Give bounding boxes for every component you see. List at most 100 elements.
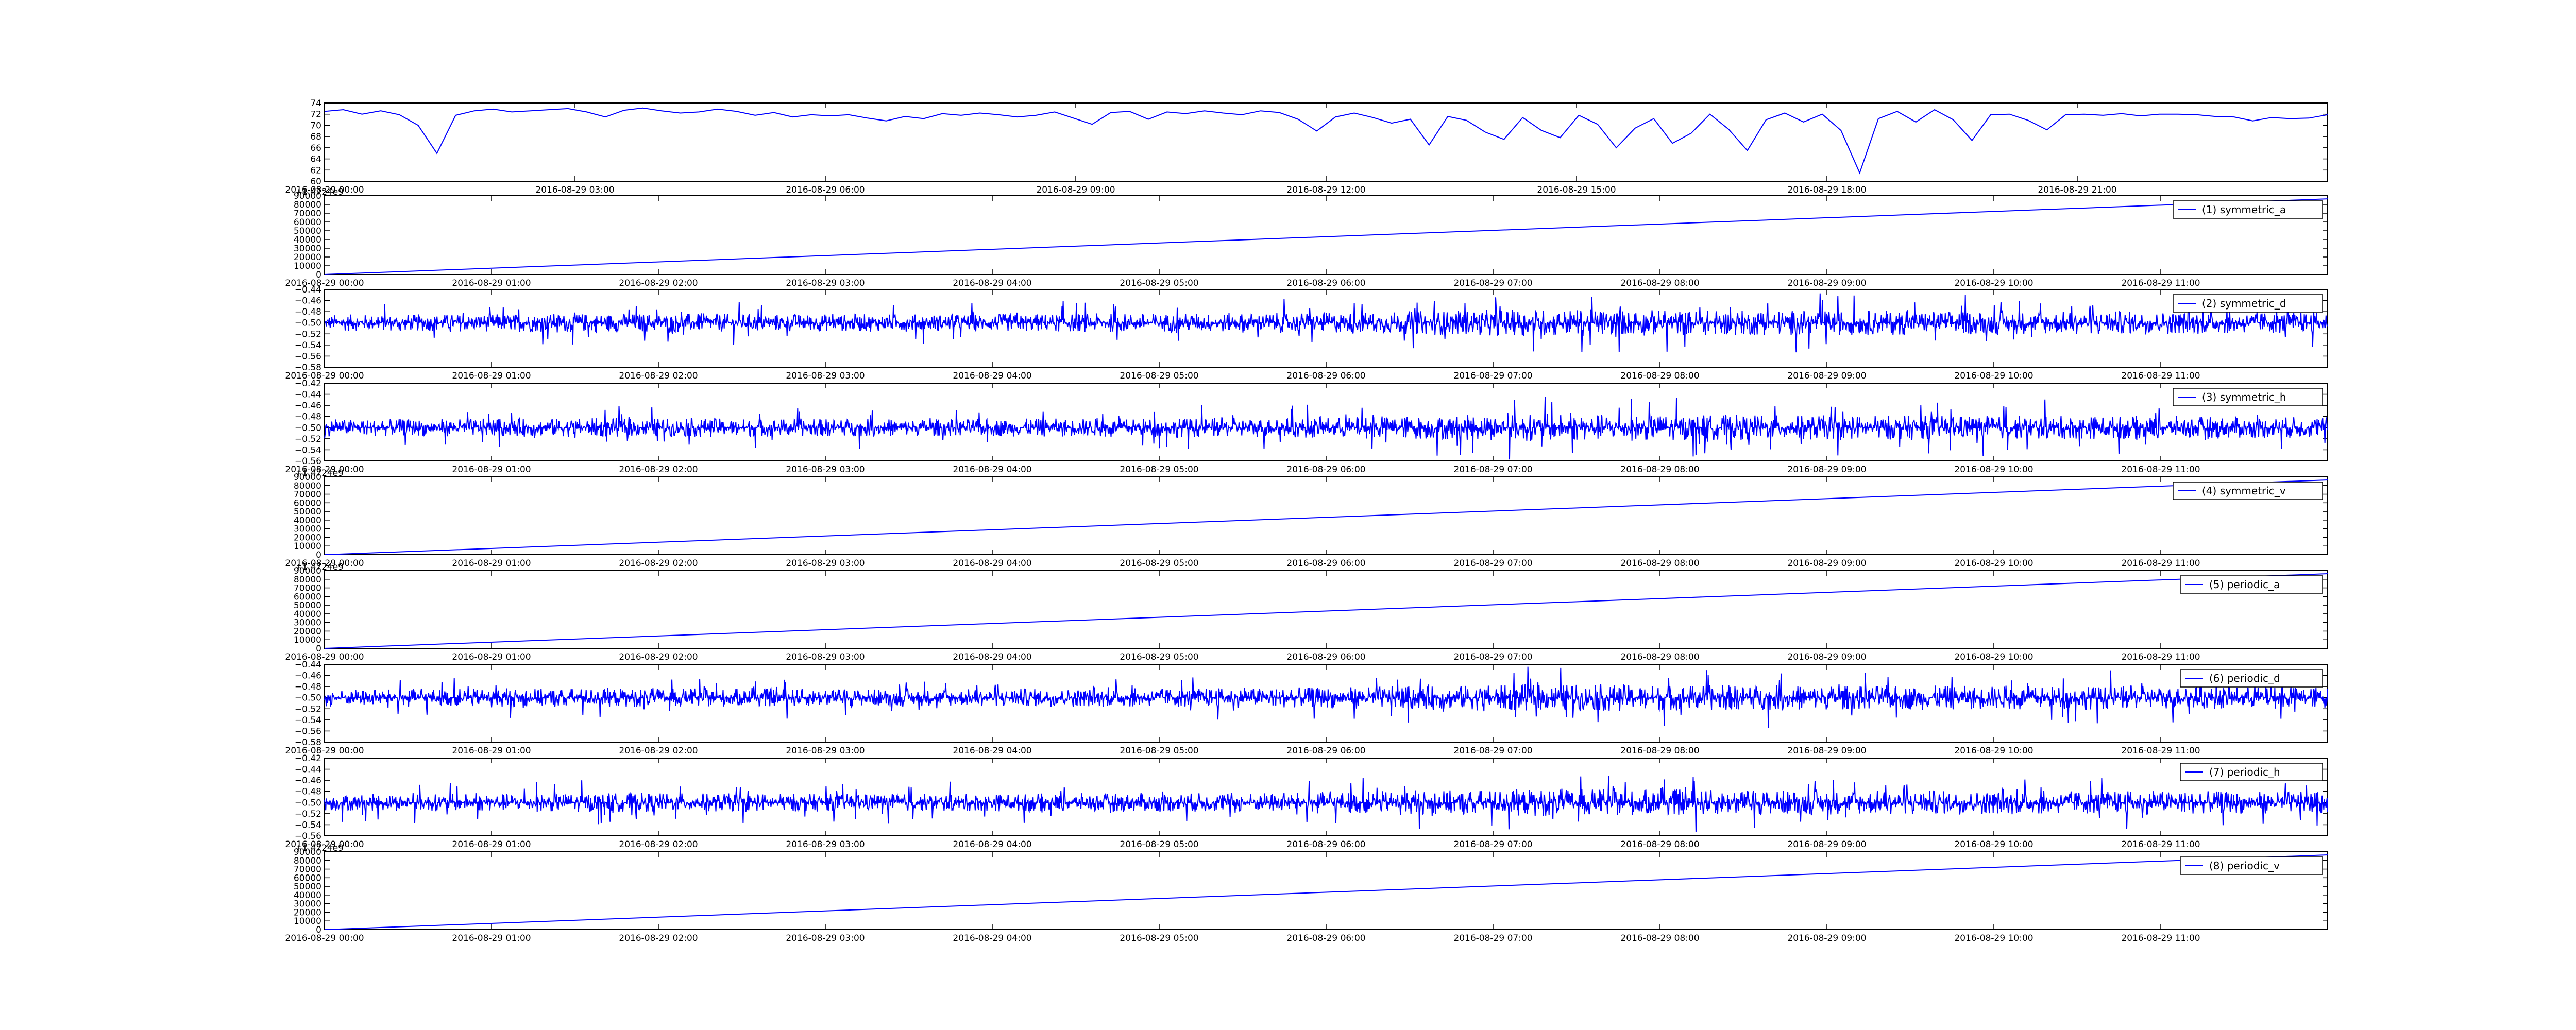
x-tick-label: 2016-08-29 05:00 [1120,839,1198,850]
y-tick-label: 40000 [294,516,321,526]
x-tick-label: 2016-08-29 06:00 [786,185,865,195]
y-tick-label: −0.56 [295,831,321,842]
x-tick-label: 2016-08-29 03:00 [535,185,614,195]
x-tick-label: 2016-08-29 05:00 [1120,558,1198,569]
x-tick-label: 2016-08-29 02:00 [619,652,698,662]
legend-label: (7) periodic_h [2209,766,2280,778]
y-tick-label: 0 [316,550,321,560]
x-tick-label: 2016-08-29 03:00 [786,839,865,850]
y-tick-label: 10000 [294,541,321,552]
x-tick-label: 2016-08-29 11:00 [2121,278,2200,288]
x-tick-label: 2016-08-29 06:00 [1286,465,1365,475]
y-tick-label: −0.44 [295,765,321,775]
series-line [324,293,2328,353]
y-offset-label: +1.4724e9 [295,562,344,572]
x-tick-label: 2016-08-29 07:00 [1453,371,1532,381]
legend-box [2180,669,2323,688]
y-tick-label: 72 [310,110,321,120]
y-tick-label: −0.48 [295,787,321,797]
y-tick-label: −0.46 [295,296,321,306]
x-tick-label: 2016-08-29 08:00 [1620,933,1699,943]
x-tick-label: 2016-08-29 01:00 [452,278,531,288]
y-tick-label: 20000 [294,533,321,543]
x-tick-label: 2016-08-29 08:00 [1620,746,1699,756]
x-tick-label: 2016-08-29 04:00 [953,839,1031,850]
x-tick-label: 2016-08-29 00:00 [285,933,364,943]
y-tick-label: 70 [310,121,321,131]
x-tick-label: 2016-08-29 08:00 [1620,278,1699,288]
legend-label: (8) periodic_v [2209,860,2280,872]
x-tick-label: 2016-08-29 10:00 [1954,746,2033,756]
x-tick-label: 2016-08-29 00:00 [285,839,364,850]
x-tick-label: 2016-08-29 05:00 [1120,746,1198,756]
y-offset-label: +1.4724e9 [295,468,344,478]
x-tick-label: 2016-08-29 11:00 [2121,652,2200,662]
x-tick-label: 2016-08-29 04:00 [953,371,1031,381]
x-tick-label: 2016-08-29 11:00 [2121,933,2200,943]
y-tick-label: −0.54 [295,445,321,455]
y-tick-label: 68 [310,132,321,142]
y-tick-label: 40000 [294,890,321,901]
y-tick-label: 10000 [294,261,321,271]
x-tick-label: 2016-08-29 09:00 [1787,746,1866,756]
y-tick-label: 60000 [294,498,321,508]
y-tick-label: 64 [310,154,321,165]
x-tick-label: 2016-08-29 10:00 [1954,652,2033,662]
x-tick-label: 2016-08-29 01:00 [452,839,531,850]
x-tick-label: 2016-08-29 06:00 [1286,652,1365,662]
x-tick-label: 2016-08-29 05:00 [1120,465,1198,475]
x-tick-label: 2016-08-29 09:00 [1787,652,1866,662]
y-tick-label: 90000 [294,847,321,857]
x-tick-label: 2016-08-29 00:00 [285,652,364,662]
legend-label: (3) symmetric_h [2202,391,2286,403]
x-tick-label: 2016-08-29 09:00 [1787,839,1866,850]
y-tick-label: 80000 [294,481,321,491]
y-tick-label: 80000 [294,200,321,210]
x-tick-label: 2016-08-29 09:00 [1787,933,1866,943]
y-tick-label: −0.52 [295,809,321,819]
legend-label: (5) periodic_a [2209,578,2280,591]
legend-box [2180,856,2323,875]
x-tick-label: 2016-08-29 11:00 [2121,558,2200,569]
legend-box [2173,294,2323,313]
x-tick-label: 2016-08-29 02:00 [619,371,698,381]
y-tick-label: −0.46 [295,776,321,786]
x-tick-label: 2016-08-29 11:00 [2121,839,2200,850]
y-tick-label: −0.50 [295,423,321,433]
y-tick-label: 0 [316,925,321,935]
x-tick-label: 2016-08-29 11:00 [2121,371,2200,381]
x-tick-label: 2016-08-29 07:00 [1453,652,1532,662]
y-tick-label: −0.42 [295,753,321,764]
x-tick-label: 2016-08-29 03:00 [786,933,865,943]
x-tick-label: 2016-08-29 03:00 [786,465,865,475]
x-tick-label: 2016-08-29 10:00 [1954,839,2033,850]
x-tick-label: 2016-08-29 04:00 [953,933,1031,943]
y-tick-label: 50000 [294,226,321,236]
y-tick-label: −0.50 [295,798,321,808]
x-tick-label: 2016-08-29 00:00 [285,371,364,381]
y-tick-label: −0.50 [295,693,321,703]
y-tick-label: 30000 [294,618,321,628]
series-line [324,776,2328,833]
series-line [324,854,2328,930]
x-tick-label: 2016-08-29 01:00 [452,465,531,475]
y-tick-label: −0.44 [295,660,321,670]
x-tick-label: 2016-08-29 15:00 [1537,185,1616,195]
series-line [324,479,2328,555]
y-tick-label: 10000 [294,635,321,645]
x-tick-label: 2016-08-29 08:00 [1620,558,1699,569]
y-tick-label: 30000 [294,524,321,535]
x-tick-label: 2016-08-29 00:00 [285,185,364,195]
x-tick-label: 2016-08-29 05:00 [1120,371,1198,381]
x-tick-label: 2016-08-29 03:00 [786,278,865,288]
y-tick-label: −0.54 [295,715,321,726]
y-tick-label: −0.46 [295,401,321,411]
legend-box [2173,482,2323,500]
x-tick-label: 2016-08-29 05:00 [1120,278,1198,288]
x-tick-label: 2016-08-29 02:00 [619,278,698,288]
y-tick-label: 90000 [294,472,321,483]
y-tick-label: −0.54 [295,820,321,830]
series-line [324,198,2328,275]
x-tick-label: 2016-08-29 01:00 [452,371,531,381]
